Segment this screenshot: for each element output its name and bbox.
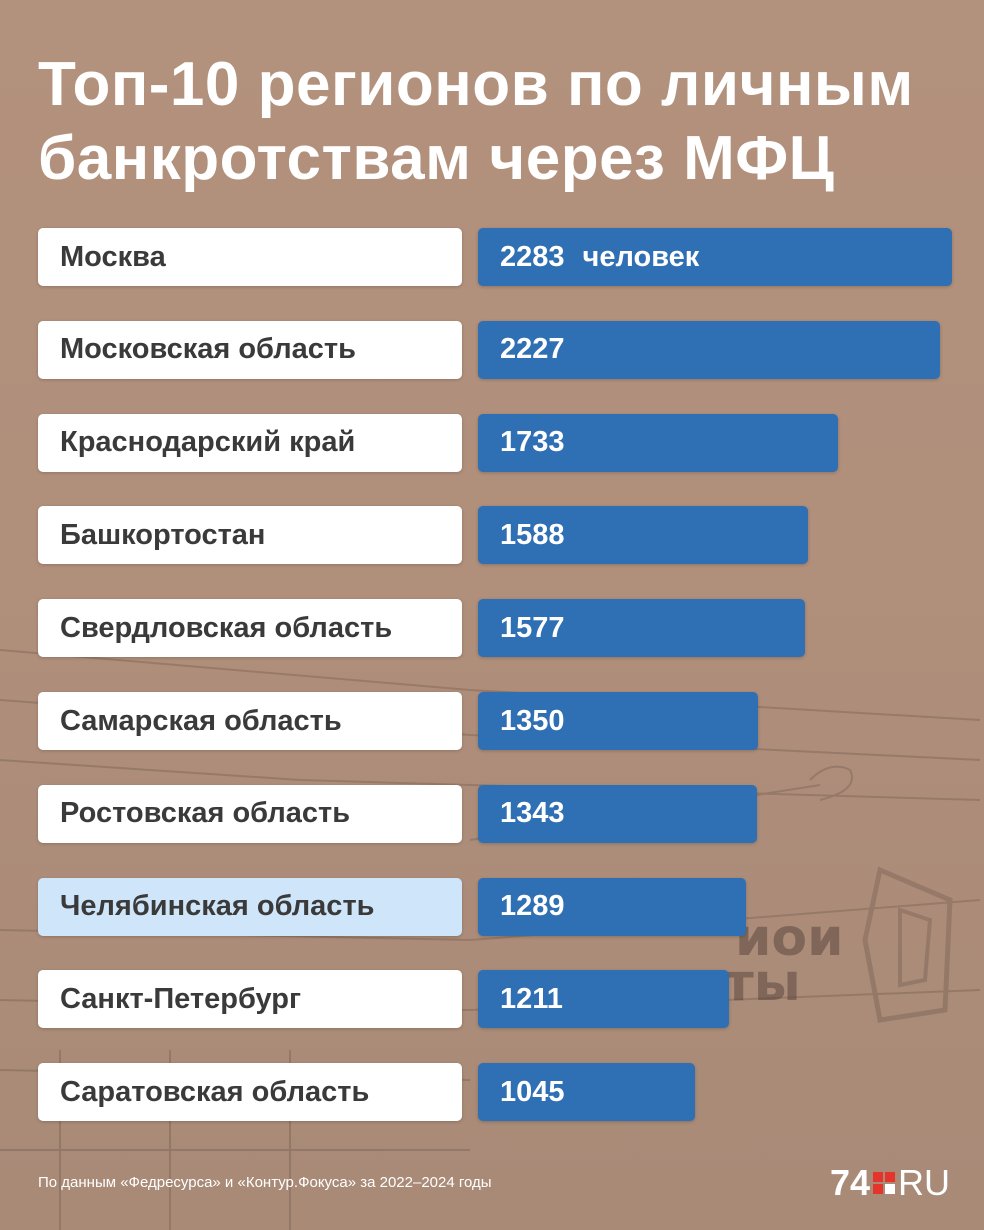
category-label: Свердловская область [38,599,462,658]
bar-chart: Москва 2283 человек Московская область 2227 К… [38,228,952,1122]
logo-text-right: RU [898,1162,950,1203]
bar: 1289 [478,877,746,936]
category-label: Башкортостан [38,506,462,565]
value-label: 2283 [500,240,565,273]
title-line-1: Топ-10 регионов по личным [38,50,914,119]
value-label: 1577 [500,611,565,644]
bar: 1577 [478,599,806,658]
unit-label: человек [582,240,700,273]
logo-squares-icon [873,1172,895,1194]
page-title: Топ-10 регионов по личным банкротствам ч… [38,48,958,196]
value-label: 1211 [500,982,563,1015]
category-label: Краснодарский край [38,413,462,472]
value-label: 1588 [500,518,565,551]
watermark-text-1: иои [735,908,844,968]
category-label: Саратовская область [38,1063,462,1122]
source-footnote: По данным «Федресурса» и «Контур.Фокуса»… [38,1174,492,1191]
category-label: Ростовская область [38,784,462,843]
value-label: 2227 [500,333,565,366]
category-label: Санкт-Петербург [38,970,462,1029]
category-label: Московская область [38,320,462,379]
logo: 74 RU [830,1162,950,1204]
bar: 1588 [478,506,808,565]
value-label: 1733 [500,426,565,459]
category-label: Москва [38,228,462,286]
value-label: 1350 [500,704,565,737]
bar: 1350 [478,692,759,750]
category-label: Самарская область [38,692,462,750]
bar: 1211 [478,970,730,1029]
bar: 1343 [478,784,757,843]
bar: 2227 [478,320,941,379]
bar: 1045 [478,1063,695,1122]
value-label: 1045 [500,1075,565,1108]
bar: 2283 человек [478,228,952,286]
title-line-2: банкротствам через МФЦ [38,124,835,193]
bar: 1733 [478,413,838,472]
value-label: 1343 [500,797,565,830]
logo-text-left: 74 [829,1162,870,1203]
value-label: 1289 [500,890,565,923]
category-label: Челябинская область [38,877,462,936]
